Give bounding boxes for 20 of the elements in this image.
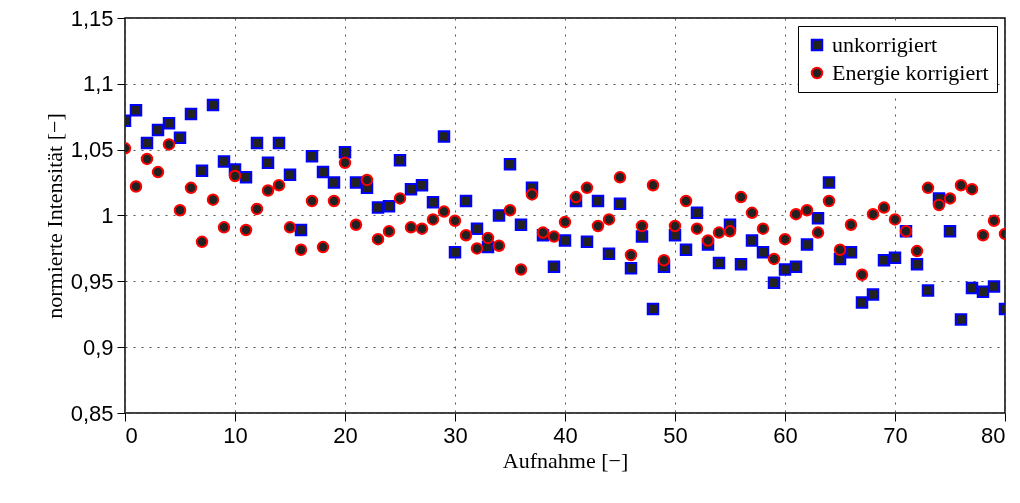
y-tick-label: 0,9 [82, 334, 114, 360]
x-tick-label: 80 [981, 422, 1006, 448]
x-tick-label: 30 [443, 422, 468, 448]
x-tick-label: 10 [223, 422, 248, 448]
y-axis-title: normierte Intensität [−] [41, 113, 67, 319]
y-tick-label: 1 [101, 203, 114, 228]
legend-label: unkorrigiert [832, 32, 938, 57]
legend-label: Energie korrigiert [832, 60, 989, 85]
x-tick-label: 0 [125, 422, 138, 448]
x-tick-label: 70 [883, 422, 908, 448]
x-tick-label: 40 [553, 422, 578, 448]
y-tick-label: 0,95 [70, 268, 114, 294]
x-tick-label: 60 [773, 422, 798, 448]
y-tick-label: 0,85 [70, 400, 114, 426]
y-tick-label: 1,1 [82, 71, 114, 97]
y-tick-label: 1,05 [70, 137, 114, 163]
x-tick-label: 50 [663, 422, 688, 448]
x-tick-label: 20 [333, 422, 358, 448]
y-tick-label: 1,15 [70, 5, 114, 31]
x-axis-title: Aufnahme [−] [502, 447, 629, 473]
